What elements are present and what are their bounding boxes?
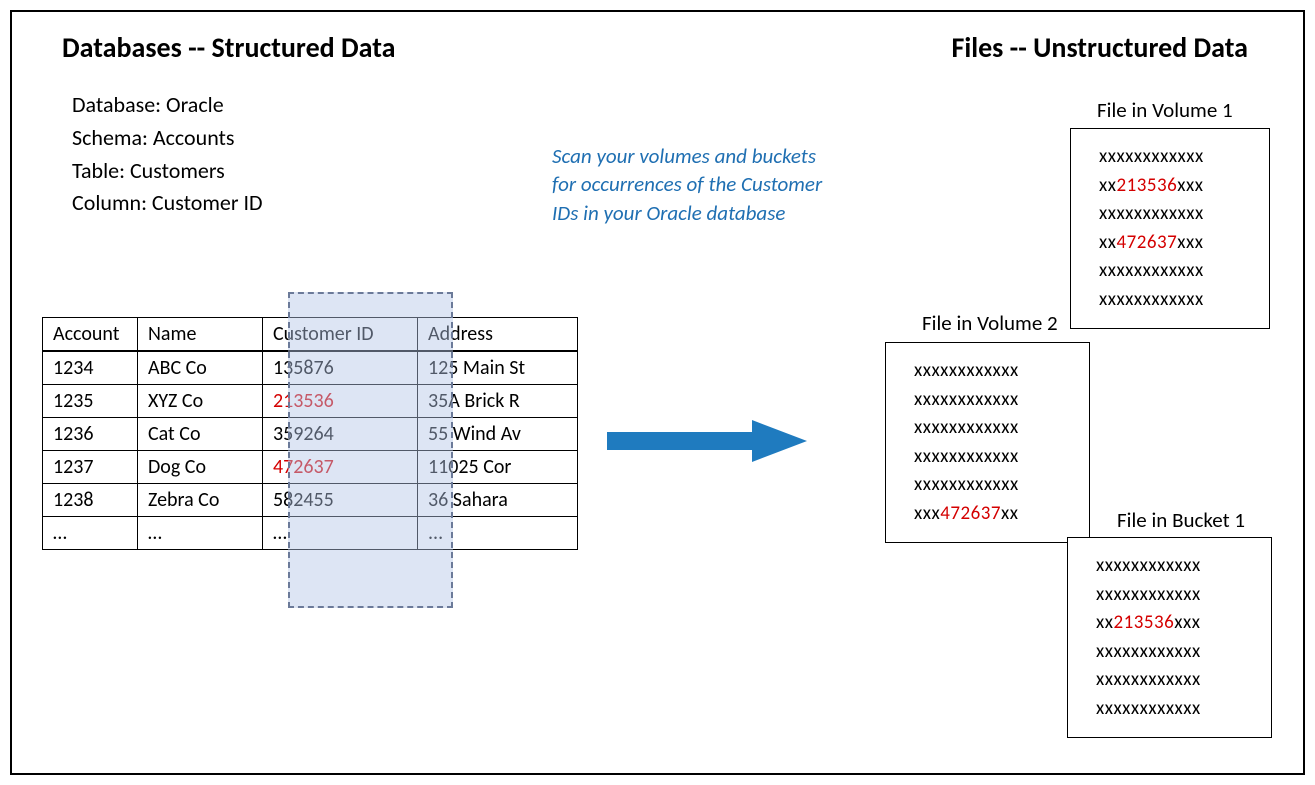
xx-text: xxxxxxxxxxxx xyxy=(914,388,1019,411)
file-line: xxxxxxxxxxxx xyxy=(914,443,1065,472)
table-body: 1234ABC Co135876125 Main St1235XYZ Co213… xyxy=(43,351,578,550)
xx-text: xx xyxy=(1099,231,1116,254)
cell-customer-id: 472637 xyxy=(263,451,418,484)
cell-customer-id: 359264 xyxy=(263,418,418,451)
cell-account: 1235 xyxy=(43,385,138,418)
table-row: 1236Cat Co35926455 Wind Av xyxy=(43,418,578,451)
xx-text: xxx xyxy=(1174,611,1200,634)
table-header-row: Account Name Customer ID Address xyxy=(43,318,578,352)
xx-text: xxxxxxxxxxxx xyxy=(1096,668,1201,691)
cell-account: 1238 xyxy=(43,484,138,517)
customers-table-wrap: Account Name Customer ID Address 1234ABC… xyxy=(42,317,578,550)
left-title: Databases -- Structured Data xyxy=(62,30,395,65)
xx-text: xxxxxxxxxxxx xyxy=(1099,288,1204,311)
arrow-icon xyxy=(607,420,807,462)
file-line: xx472637xxx xyxy=(1099,229,1245,258)
cell-name: Cat Co xyxy=(138,418,263,451)
file-line: xxxxxxxxxxxx xyxy=(1099,257,1245,286)
file-line: xxxxxxxxxxxx xyxy=(1099,200,1245,229)
highlighted-id: 213536 xyxy=(1116,174,1177,197)
xx-text: xxx xyxy=(914,502,940,525)
xx-text: xxxxxxxxxxxx xyxy=(1099,259,1204,282)
cell-address: 35A Brick R xyxy=(418,385,578,418)
col-name: Name xyxy=(138,318,263,352)
file-line: xxxxxxxxxxxx xyxy=(914,386,1065,415)
xx-text: xxxxxxxxxxxx xyxy=(914,445,1019,468)
db-meta-column: Column: Customer ID xyxy=(72,188,263,219)
file-line: xx213536xxx xyxy=(1096,609,1247,638)
col-customer-id: Customer ID xyxy=(263,318,418,352)
cell-address: 36 Sahara xyxy=(418,484,578,517)
xx-text: xxxxxxxxxxxx xyxy=(914,359,1019,382)
xx-text: xxxxxxxxxxxx xyxy=(1099,145,1204,168)
file-line: xxxxxxxxxxxx xyxy=(1099,143,1245,172)
file-line: xxxxxxxxxxxx xyxy=(1099,286,1245,315)
scan-description: Scan your volumes and buckets for occurr… xyxy=(552,142,832,227)
table-row: ………... xyxy=(43,517,578,550)
file3-label: File in Bucket 1 xyxy=(1117,507,1245,533)
db-metadata: Database: Oracle Schema: Accounts Table:… xyxy=(72,90,263,221)
xx-text: xxxxxxxxxxxx xyxy=(1099,202,1204,225)
db-meta-schema: Schema: Accounts xyxy=(72,123,263,154)
xx-text: xxxxxxxxxxxx xyxy=(1096,640,1201,663)
file-volume-2: xxxxxxxxxxxxxxxxxxxxxxxxxxxxxxxxxxxxxxxx… xyxy=(885,342,1090,543)
cell-name: … xyxy=(138,517,263,550)
file-line: xx213536xxx xyxy=(1099,172,1245,201)
file-line: xxxxxxxxxxxx xyxy=(914,471,1065,500)
table-row: 1234ABC Co135876125 Main St xyxy=(43,351,578,385)
file-line: xxxxxxxxxxxx xyxy=(914,357,1065,386)
right-title: Files -- Unstructured Data xyxy=(951,30,1248,65)
file-line: xxxxxxxxxxxx xyxy=(1096,552,1247,581)
cell-name: ABC Co xyxy=(138,351,263,385)
file1-label: File in Volume 1 xyxy=(1097,97,1233,123)
cell-account: 1237 xyxy=(43,451,138,484)
cell-customer-id: … xyxy=(263,517,418,550)
cell-customer-id: 582455 xyxy=(263,484,418,517)
cell-account: 1234 xyxy=(43,351,138,385)
cell-address: ... xyxy=(418,517,578,550)
cell-name: Zebra Co xyxy=(138,484,263,517)
xx-text: xx xyxy=(1001,502,1018,525)
cell-customer-id: 213536 xyxy=(263,385,418,418)
diagram-frame: Databases -- Structured Data Files -- Un… xyxy=(10,10,1305,775)
xx-text: xxxxxxxxxxxx xyxy=(914,416,1019,439)
file-bucket-1: xxxxxxxxxxxxxxxxxxxxxxxxxx213536xxxxxxxx… xyxy=(1067,537,1272,738)
xx-text: xx xyxy=(1096,611,1113,634)
file-line: xxxxxxxxxxxx xyxy=(1096,581,1247,610)
file2-label: File in Volume 2 xyxy=(922,310,1058,336)
xx-text: xxxxxxxxxxxx xyxy=(1096,554,1201,577)
xx-text: xxxxxxxxxxxx xyxy=(1096,583,1201,606)
db-meta-database: Database: Oracle xyxy=(72,90,263,121)
cell-address: 55 Wind Av xyxy=(418,418,578,451)
file-line: xxxxxxxxxxxx xyxy=(1096,695,1247,724)
highlighted-id: 213536 xyxy=(1113,611,1174,634)
db-meta-table: Table: Customers xyxy=(72,156,263,187)
cell-account: … xyxy=(43,517,138,550)
xx-text: xxx xyxy=(1177,174,1203,197)
file-line: xxxxxxxxxxxx xyxy=(1096,638,1247,667)
customers-table: Account Name Customer ID Address 1234ABC… xyxy=(42,317,578,550)
cell-address: 125 Main St xyxy=(418,351,578,385)
file-line: xxx472637xx xyxy=(914,500,1065,529)
cell-customer-id: 135876 xyxy=(263,351,418,385)
xx-text: xxxxxxxxxxxx xyxy=(1096,697,1201,720)
xx-text: xxx xyxy=(1177,231,1203,254)
cell-name: Dog Co xyxy=(138,451,263,484)
file-line: xxxxxxxxxxxx xyxy=(914,414,1065,443)
cell-account: 1236 xyxy=(43,418,138,451)
file-volume-1: xxxxxxxxxxxxxx213536xxxxxxxxxxxxxxxxx472… xyxy=(1070,128,1270,329)
highlighted-id: 472637 xyxy=(940,502,1001,525)
col-account: Account xyxy=(43,318,138,352)
file-line: xxxxxxxxxxxx xyxy=(1096,666,1247,695)
xx-text: xxxxxxxxxxxx xyxy=(914,473,1019,496)
col-address: Address xyxy=(418,318,578,352)
xx-text: xx xyxy=(1099,174,1116,197)
highlighted-id: 472637 xyxy=(1116,231,1177,254)
table-row: 1235XYZ Co21353635A Brick R xyxy=(43,385,578,418)
table-row: 1238Zebra Co58245536 Sahara xyxy=(43,484,578,517)
cell-name: XYZ Co xyxy=(138,385,263,418)
cell-address: 11025 Cor xyxy=(418,451,578,484)
table-row: 1237Dog Co47263711025 Cor xyxy=(43,451,578,484)
